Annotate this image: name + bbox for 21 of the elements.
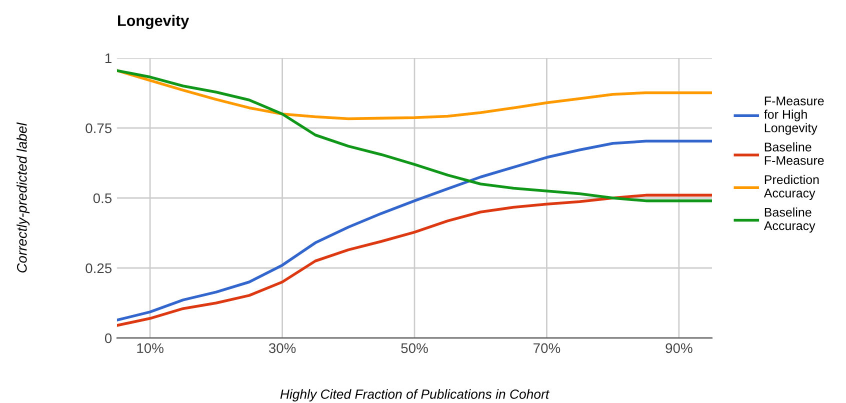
legend-label: Baseline F-Measure [764, 142, 824, 165]
x-axis-title: Highly Cited Fraction of Publications in Cohort [280, 389, 550, 402]
y-tick-label: 1 [105, 53, 112, 64]
y-axis-title: Correctly-predicted label [16, 122, 30, 272]
y-tick-label: 0.25 [86, 263, 112, 274]
line-series [117, 69, 712, 202]
x-tick-label: 50% [401, 343, 428, 354]
x-tick-label: 90% [666, 343, 692, 354]
y-tick-label: 0.75 [86, 123, 112, 134]
x-tick-label: 70% [534, 343, 560, 354]
chart-title: Longevity [118, 14, 190, 30]
x-tick-label: 30% [268, 343, 296, 354]
line-series [117, 69, 712, 120]
legend-label: F-Measure for High Longevity [764, 96, 824, 135]
line-series [117, 140, 712, 322]
x-tick-label: 10% [137, 343, 164, 354]
legend-label: Prediction Accuracy [764, 174, 819, 200]
line-series [117, 194, 712, 327]
y-tick-label: 0 [104, 333, 112, 344]
y-tick-label: 0.5 [93, 193, 112, 204]
legend-label: Baseline Accuracy [764, 208, 816, 233]
